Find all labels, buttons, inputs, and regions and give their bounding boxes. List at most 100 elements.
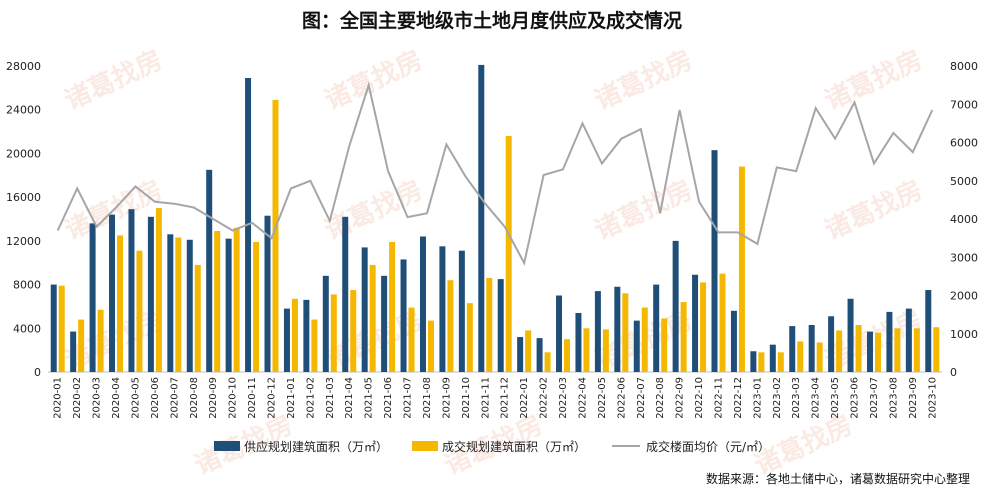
x-tick-label: 2023-08: [888, 377, 899, 419]
source-note: 数据来源：各地土储中心，诸葛数据研究中心整理: [705, 472, 970, 486]
deal-bar: [389, 241, 396, 372]
supply-bar: [769, 344, 776, 372]
y-right-tick-label: 8000: [950, 60, 978, 73]
supply-bar: [847, 298, 854, 372]
legend-label-deal: 成交规划建筑面积（万㎡）: [442, 439, 586, 454]
deal-bar: [874, 332, 881, 372]
legend: 供应规划建筑面积（万㎡） 成交规划建筑面积（万㎡） 成交楼面均价（元/㎡）: [214, 439, 770, 454]
legend-label-supply: 供应规划建筑面积（万㎡）: [244, 439, 388, 454]
x-tick-label: 2020-02: [72, 377, 83, 419]
x-tick-label: 2022-05: [597, 377, 608, 419]
x-tick-label: 2020-12: [267, 377, 278, 419]
deal-bar: [486, 278, 493, 372]
y-left-tick-label: 20000: [6, 147, 41, 160]
deal-bar: [913, 328, 920, 372]
deal-bar: [233, 227, 240, 372]
deal-bar: [894, 328, 901, 372]
y-left-tick-label: 24000: [6, 104, 41, 117]
supply-bar: [808, 325, 815, 372]
watermark-text: 诸葛找房: [820, 175, 927, 246]
supply-bar: [672, 240, 679, 372]
chart-title: 图：全国主要地级市土地月度供应及成交情况: [301, 10, 682, 32]
deal-bar: [58, 285, 65, 372]
legend-swatch-deal: [412, 441, 438, 451]
y-right-tick-label: 2000: [950, 290, 978, 303]
x-tick-label: 2022-09: [675, 377, 686, 419]
watermark-text: 诸葛找房: [60, 45, 167, 116]
deal-bar: [408, 307, 415, 372]
x-tick-label: 2022-08: [655, 377, 666, 419]
supply-bar: [692, 274, 699, 372]
deal-bar: [641, 307, 648, 372]
deal-bar: [272, 99, 279, 372]
y-right-tick-label: 0: [950, 366, 957, 379]
x-tick-label: 2023-02: [772, 377, 783, 419]
deal-bar: [136, 250, 143, 372]
supply-bar: [128, 209, 135, 372]
x-axis-labels: 2020-01 2020-02 2020-03 2020-04 2020-05 2020-…: [53, 377, 939, 419]
deal-bar: [466, 303, 473, 372]
supply-bar: [167, 234, 174, 372]
deal-bar: [933, 327, 940, 372]
supply-bar: [497, 279, 504, 372]
supply-bar: [633, 320, 640, 372]
x-tick-label: 2020-09: [208, 377, 219, 419]
supply-bar: [225, 238, 232, 372]
supply-bar: [264, 215, 271, 372]
legend-label-price: 成交楼面均价（元/㎡）: [646, 439, 770, 454]
x-tick-label: 2022-07: [636, 377, 647, 419]
x-tick-label: 2022-11: [714, 377, 725, 419]
x-tick-label: 2020-05: [130, 377, 141, 419]
y-right-tick-label: 1000: [950, 328, 978, 341]
deal-bar: [97, 309, 104, 372]
supply-bar: [89, 223, 96, 372]
supply-bar: [886, 311, 893, 372]
deal-bar: [777, 352, 784, 372]
supply-bar: [789, 326, 796, 372]
deal-bar: [117, 235, 124, 372]
y-right-tick-label: 4000: [950, 213, 978, 226]
deal-bar: [155, 208, 162, 372]
deal-bar: [447, 280, 454, 372]
deal-bar: [816, 342, 823, 372]
deal-bar: [291, 298, 298, 372]
deal-bar: [175, 237, 182, 372]
x-tick-label: 2022-06: [616, 377, 627, 419]
deal-bar: [311, 319, 318, 372]
supply-bar: [206, 169, 213, 372]
x-tick-label: 2020-04: [111, 377, 122, 419]
supply-bar: [653, 284, 660, 372]
supply-bar: [400, 259, 407, 372]
supply-bar: [361, 247, 368, 372]
deal-bar: [622, 293, 629, 372]
y-left-tick-label: 4000: [13, 322, 41, 335]
x-tick-label: 2023-06: [850, 377, 861, 419]
supply-bar: [322, 275, 329, 372]
deal-bar: [583, 328, 590, 372]
x-tick-label: 2020-01: [53, 377, 64, 419]
deal-bar: [330, 294, 337, 372]
y-right-tick-label: 3000: [950, 251, 978, 264]
deal-bar: [855, 325, 862, 372]
y-left-tick-label: 28000: [6, 60, 41, 73]
supply-bar: [575, 312, 582, 372]
x-tick-label: 2020-08: [189, 377, 200, 419]
deal-bar: [564, 339, 571, 372]
deal-bar: [78, 319, 85, 372]
supply-bar: [517, 337, 524, 372]
x-tick-label: 2023-07: [869, 377, 880, 419]
supply-bar: [70, 331, 77, 372]
price-line: [56, 81, 934, 266]
supply-bar: [828, 316, 835, 372]
supply-bar: [750, 351, 757, 372]
x-tick-label: 2022-12: [733, 377, 744, 419]
x-tick-label: 2021-06: [383, 377, 394, 419]
supply-bar: [419, 236, 426, 372]
y-left-tick-label: 8000: [13, 279, 41, 292]
x-tick-label: 2021-04: [344, 377, 355, 419]
x-tick-label: 2022-03: [558, 377, 569, 419]
supply-bar: [50, 284, 57, 372]
x-tick-label: 2022-04: [577, 377, 588, 419]
supply-bar: [536, 338, 543, 372]
